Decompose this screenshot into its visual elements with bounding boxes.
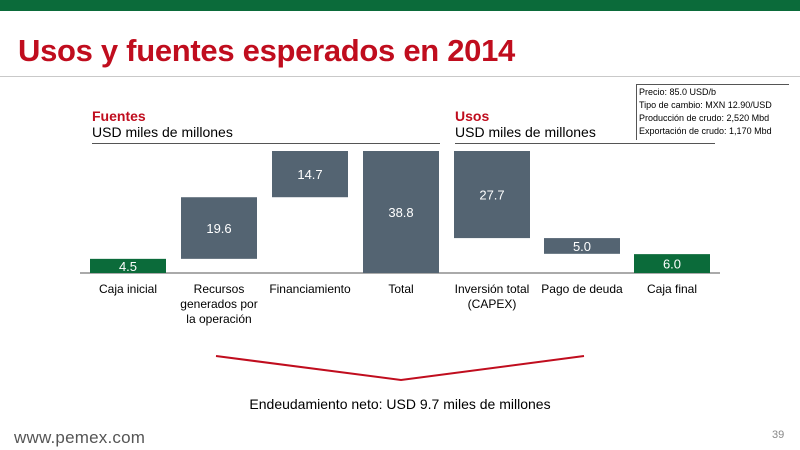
category-label-line: Pago de deuda <box>541 282 623 296</box>
category-label-line: Caja final <box>646 282 698 296</box>
net-debt-note: Endeudamiento neto: USD 9.7 miles de mil… <box>249 396 551 412</box>
uses-subtitle: USD miles de millones <box>455 124 596 140</box>
sources-title: Fuentes <box>92 108 146 124</box>
assumptions-box: Precio: 85.0 USD/b Tipo de cambio: MXN 1… <box>636 84 789 140</box>
uses-title: Usos <box>455 108 490 124</box>
category-label-7: Caja final <box>624 282 720 297</box>
bar-7 <box>634 254 710 273</box>
category-label-3: Financiamiento <box>262 282 358 297</box>
bar-value-label-6: 5.0 <box>573 239 591 254</box>
category-label-1: Caja inicial <box>80 282 176 297</box>
bars-group: 4.5 19.6 14.7 38.8 27.7 5.0 6.0 <box>90 151 710 274</box>
footer-url: www.pemex.com <box>14 428 146 447</box>
slide-title: Usos y fuentes esperados en 2014 <box>18 33 515 68</box>
bar-4 <box>363 151 439 273</box>
bar-3 <box>272 151 348 198</box>
category-label-line: Total <box>388 282 414 296</box>
assumption-price: Precio: 85.0 USD/b <box>639 87 717 97</box>
category-label-line: Caja inicial <box>98 282 158 296</box>
bar-value-label-1: 4.5 <box>119 259 137 274</box>
category-label-line: Financiamiento <box>269 282 351 296</box>
category-label-4: Total <box>353 282 449 297</box>
bar-value-label-3: 14.7 <box>297 167 322 182</box>
category-label-5: Inversión total (CAPEX) <box>444 282 540 312</box>
category-label-6: Pago de deuda <box>534 282 630 297</box>
assumption-crude-production: Producción de crudo: 2,520 Mbd <box>639 113 770 123</box>
category-label-line: (CAPEX) <box>467 297 517 311</box>
uses-rule <box>455 143 715 144</box>
bar-1 <box>90 258 166 273</box>
bar-5 <box>454 151 530 239</box>
bar-value-label-2: 19.6 <box>206 221 231 236</box>
category-label-line: Recursos <box>193 282 245 296</box>
assumption-exchange-rate: Tipo de cambio: MXN 12.90/USD <box>639 100 772 110</box>
bar-value-label-7: 6.0 <box>663 257 681 272</box>
brand-top-bar <box>0 0 800 11</box>
category-label-line: la operación <box>186 312 252 326</box>
category-label-line: Inversión total <box>454 282 530 296</box>
assumption-crude-exports: Exportación de crudo: 1,170 Mbd <box>639 126 772 136</box>
sources-subtitle: USD miles de millones <box>92 124 233 140</box>
bar-value-label-5: 27.7 <box>479 188 504 203</box>
bar-2 <box>181 197 257 259</box>
sources-rule <box>92 143 440 144</box>
title-divider <box>0 76 800 77</box>
page-number: 39 <box>772 429 785 441</box>
bar-value-label-4: 38.8 <box>388 205 413 220</box>
bar-6 <box>544 238 620 254</box>
category-label-2: Recursos generados por la operación <box>171 282 267 327</box>
category-label-line: generados por <box>180 297 258 311</box>
